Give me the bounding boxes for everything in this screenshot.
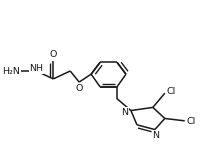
Text: N: N (122, 108, 129, 117)
Text: O: O (76, 84, 83, 93)
Text: H₂N: H₂N (3, 66, 20, 76)
Text: NH: NH (29, 64, 43, 73)
Text: O: O (50, 50, 57, 59)
Text: Cl: Cl (166, 87, 176, 96)
Text: N: N (152, 131, 159, 140)
Text: Cl: Cl (187, 117, 196, 126)
